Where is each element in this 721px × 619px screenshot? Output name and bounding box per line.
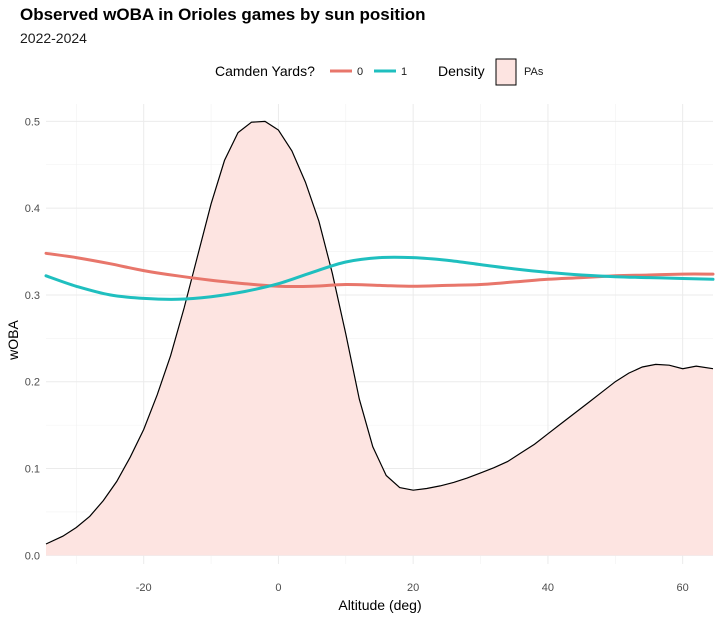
x-axis-title: Altitude (deg) — [338, 597, 421, 613]
x-tick-label: 0 — [275, 582, 281, 594]
series-line-1 — [44, 255, 715, 301]
density-layer — [45, 120, 714, 556]
legend-label-series-1: 1 — [401, 66, 407, 78]
y-tick-label: 0.0 — [25, 550, 40, 562]
legend-swatch-density — [495, 58, 517, 86]
y-tick-label: 0.5 — [25, 116, 40, 128]
y-tick-label: 0.2 — [25, 377, 40, 389]
legend-fill-title: Density — [438, 63, 485, 79]
y-tick-label: 0.4 — [25, 203, 40, 215]
chart-title: Observed wOBA in Orioles games by sun po… — [20, 5, 426, 24]
density-area — [46, 121, 713, 556]
x-tick-label: 60 — [677, 582, 689, 594]
legend: Camden Yards? 0 1 Density PAs — [215, 58, 544, 86]
ticks-layer: -20 0 20 40 60 0.0 0.1 0.2 0.3 0.4 0.5 — [25, 116, 689, 594]
legend-color-title: Camden Yards? — [215, 63, 315, 79]
chart-subtitle: 2022-2024 — [20, 30, 87, 46]
y-tick-label: 0.1 — [25, 464, 40, 476]
y-axis-title: wOBA — [5, 320, 21, 361]
density-outline — [45, 120, 714, 545]
legend-label-series-0: 0 — [357, 66, 363, 78]
legend-label-density: PAs — [524, 66, 544, 78]
lines-layer — [44, 251, 715, 301]
y-tick-label: 0.3 — [25, 290, 40, 302]
x-tick-label: -20 — [136, 582, 152, 594]
x-tick-label: 40 — [542, 582, 554, 594]
x-tick-label: 20 — [407, 582, 419, 594]
